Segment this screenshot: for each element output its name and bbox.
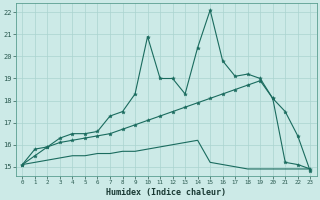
X-axis label: Humidex (Indice chaleur): Humidex (Indice chaleur) [106, 188, 226, 197]
